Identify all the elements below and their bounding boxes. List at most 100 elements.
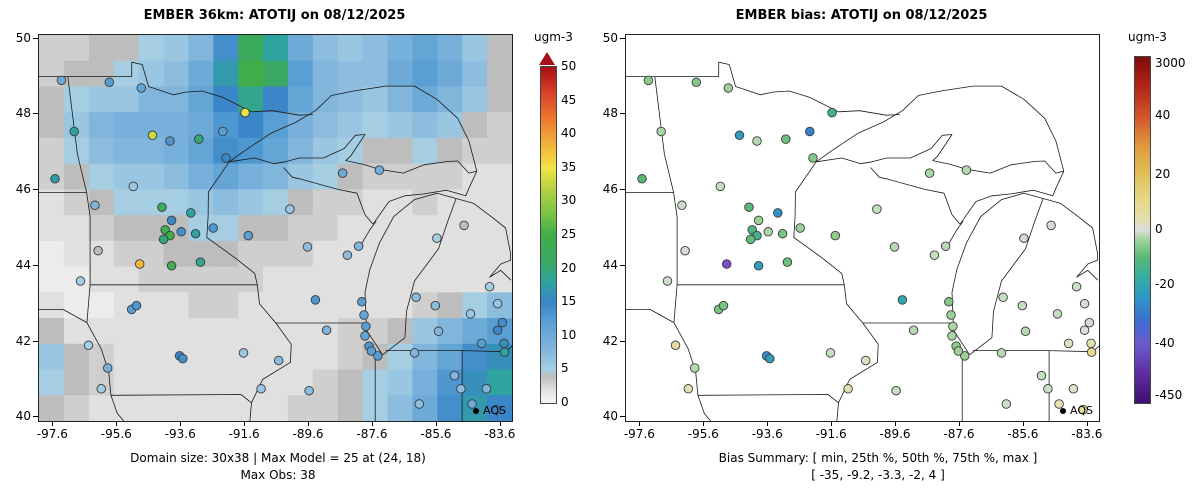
x-tick-label: -97.6 — [623, 427, 655, 441]
obs-point — [492, 298, 503, 309]
bias-map-plot-area: AQS — [625, 34, 1100, 422]
obs-point — [484, 281, 495, 292]
grid-cell — [88, 240, 115, 268]
bias-colorbar — [1134, 56, 1151, 404]
grid-cell — [312, 369, 339, 396]
grid-cell — [387, 240, 413, 268]
grid-cell — [412, 112, 438, 139]
obs-point — [256, 384, 266, 394]
obs-point — [360, 331, 370, 341]
bias-point — [947, 331, 957, 341]
grid-cell — [412, 369, 438, 396]
grid-cell — [387, 215, 413, 242]
grid-cell — [362, 86, 389, 113]
x-tick-mark — [703, 421, 705, 426]
grid-cell — [263, 189, 289, 216]
bias-point — [734, 130, 745, 141]
bias-point — [948, 321, 958, 332]
x-tick-label: -91.6 — [228, 427, 260, 441]
bias-point — [795, 223, 805, 233]
colorbar-tick-label: 40 — [561, 126, 577, 141]
bias-point — [891, 385, 901, 396]
obs-point — [83, 340, 94, 351]
bias-point — [946, 310, 956, 320]
obs-point — [459, 220, 469, 231]
grid-cell — [337, 343, 364, 371]
obs-point — [430, 300, 441, 311]
grid-cell — [462, 60, 488, 87]
grid-cell — [487, 369, 512, 396]
y-tick-mark — [33, 264, 38, 266]
grid-cell — [462, 137, 488, 165]
obs-point — [310, 295, 321, 305]
bias-point — [723, 83, 734, 93]
grid-cell — [412, 318, 438, 345]
grid-cell — [462, 189, 488, 216]
grid-cell — [387, 60, 413, 87]
colorbar-title: ugm-3 — [1128, 30, 1167, 44]
obs-point — [56, 75, 67, 86]
grid-cell — [63, 318, 90, 345]
grid-cell — [188, 60, 214, 87]
obs-point — [476, 338, 487, 349]
bias-point — [782, 257, 793, 267]
grid-cell — [113, 395, 140, 421]
colorbar-tick-label: 50 — [561, 59, 577, 73]
bias-point — [860, 355, 871, 366]
grid-cell — [63, 189, 90, 216]
x-tick-mark — [1022, 421, 1024, 426]
obs-point — [497, 317, 508, 328]
bias-point — [805, 126, 815, 137]
grid-cell — [238, 240, 264, 268]
grid-cell — [487, 86, 512, 113]
grid-cell — [138, 395, 165, 421]
model-map-svg — [39, 35, 512, 421]
obs-point — [75, 276, 86, 286]
grid-cell — [238, 86, 264, 113]
state-border-line — [793, 161, 879, 421]
grid-cell — [63, 395, 90, 421]
y-tick-label: 44 — [15, 257, 31, 272]
bias-point — [643, 75, 654, 86]
grid-cell — [312, 35, 339, 62]
obs-point — [166, 215, 177, 226]
obs-point — [411, 292, 421, 303]
x-tick-mark — [308, 421, 310, 426]
obs-point — [195, 257, 206, 267]
grid-cell — [362, 189, 389, 216]
grid-cell — [88, 266, 115, 293]
bias-point — [670, 340, 681, 351]
y-tick-mark — [620, 37, 625, 39]
state-border-line — [364, 192, 457, 356]
bias-point — [662, 276, 673, 286]
grid-cell — [213, 163, 239, 190]
grid-cell — [337, 137, 364, 165]
bias-point — [944, 297, 954, 307]
bias-summary-caption: Bias Summary: [ min, 25th %, 50th %, 75t… — [718, 451, 1038, 465]
grid-cell — [213, 395, 239, 421]
y-tick-label: 42 — [602, 333, 618, 348]
grid-cell — [88, 86, 115, 113]
obs-point — [492, 325, 503, 335]
x-tick-mark — [831, 421, 833, 426]
grid-cell — [138, 369, 165, 396]
aqs-legend-label: AQS — [483, 404, 506, 417]
grid-cell — [163, 60, 189, 87]
grid-cell — [462, 343, 488, 371]
grid-cell — [39, 240, 65, 268]
y-tick-mark — [33, 37, 38, 39]
grid-cell — [287, 112, 314, 139]
grid-cell — [263, 163, 289, 190]
grid-cell — [337, 86, 364, 113]
grid-cell — [163, 86, 189, 113]
grid-cell — [337, 318, 364, 345]
grid-cell — [437, 35, 463, 62]
grid-cell — [138, 189, 165, 216]
grid-cell — [437, 60, 463, 87]
grid-cell — [487, 35, 512, 62]
grid-cell — [312, 189, 339, 216]
grid-cell — [113, 215, 140, 242]
y-tick-mark — [620, 113, 625, 115]
grid-cell — [263, 137, 289, 165]
obs-point — [302, 242, 313, 252]
